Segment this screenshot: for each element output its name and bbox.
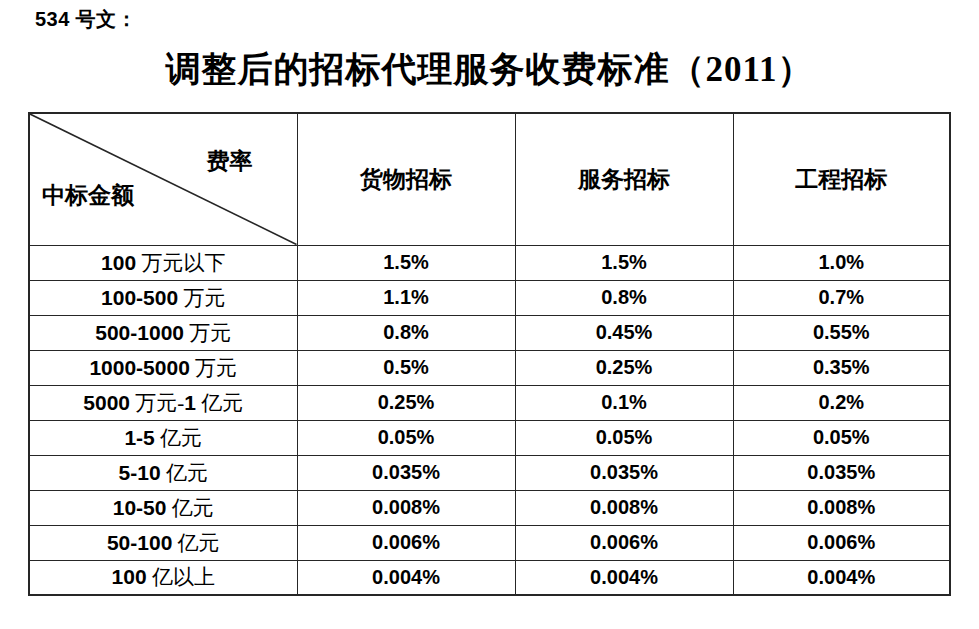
rate-value-cell: 0.8% (515, 280, 733, 315)
table-row: 1000-5000 万元0.5%0.25%0.35% (29, 350, 950, 385)
rate-value-cell: 1.5% (297, 245, 515, 280)
table-row: 5-10 亿元0.035%0.035%0.035% (29, 455, 950, 490)
rate-value-cell: 0.035% (515, 455, 733, 490)
amount-range-cell: 5-10 亿元 (29, 455, 297, 490)
document-page: 534 号文： 调整后的招标代理服务收费标准（2011） 费率 中标金额 货物招… (0, 0, 979, 629)
rate-value-cell: 0.05% (515, 420, 733, 455)
rate-value-cell: 0.006% (515, 525, 733, 560)
rate-value-cell: 0.1% (515, 385, 733, 420)
rate-value-cell: 0.8% (297, 315, 515, 350)
amount-range-cell: 5000 万元-1 亿元 (29, 385, 297, 420)
latin-text-run: 50-100 (107, 531, 172, 554)
rate-value-cell: 0.008% (297, 490, 515, 525)
table-row: 500-1000 万元0.8%0.45%0.55% (29, 315, 950, 350)
rate-value-cell: 0.006% (297, 525, 515, 560)
rate-value-cell: 1.1% (297, 280, 515, 315)
amount-range-cell: 1-5 亿元 (29, 420, 297, 455)
latin-text-run: 534 (35, 8, 70, 30)
rate-value-cell: 0.45% (515, 315, 733, 350)
amount-range-cell: 100 亿以上 (29, 560, 297, 595)
column-header-engineering-bidding: 工程招标 (733, 113, 950, 245)
rate-value-cell: 0.006% (733, 525, 950, 560)
table-row: 100 亿以上0.004%0.004%0.004% (29, 560, 950, 595)
rate-value-cell: 0.05% (297, 420, 515, 455)
rate-value-cell: 0.008% (515, 490, 733, 525)
page-title: 调整后的招标代理服务收费标准（2011） (0, 46, 979, 93)
table-row: 10-50 亿元0.008%0.008%0.008% (29, 490, 950, 525)
amount-range-cell: 100 万元以下 (29, 245, 297, 280)
latin-text-run: 100 (112, 565, 147, 588)
rate-value-cell: 0.008% (733, 490, 950, 525)
rate-value-cell: 0.004% (733, 560, 950, 595)
rate-value-cell: 1.5% (515, 245, 733, 280)
latin-text-run: 1 (184, 391, 196, 414)
corner-header-cell: 费率 中标金额 (29, 113, 297, 245)
doc-number-label: 534 号文： (35, 6, 137, 33)
table-row: 100-500 万元1.1%0.8%0.7% (29, 280, 950, 315)
fee-table-body: 100 万元以下1.5%1.5%1.0%100-500 万元1.1%0.8%0.… (29, 245, 950, 595)
corner-label-rate: 费率 (207, 146, 253, 177)
rate-value-cell: 0.25% (515, 350, 733, 385)
table-header-row: 费率 中标金额 货物招标 服务招标 工程招标 (29, 113, 950, 245)
rate-value-cell: 0.5% (297, 350, 515, 385)
rate-value-cell: 0.05% (733, 420, 950, 455)
rate-value-cell: 0.55% (733, 315, 950, 350)
corner-label-amount: 中标金额 (42, 180, 134, 211)
table-row: 100 万元以下1.5%1.5%1.0% (29, 245, 950, 280)
latin-text-run: 1-5 (124, 426, 154, 449)
table-row: 50-100 亿元0.006%0.006%0.006% (29, 525, 950, 560)
amount-range-cell: 50-100 亿元 (29, 525, 297, 560)
column-header-goods-bidding: 货物招标 (297, 113, 515, 245)
latin-text-run: 5-10 (119, 461, 161, 484)
rate-value-cell: 0.004% (515, 560, 733, 595)
rate-value-cell: 0.035% (297, 455, 515, 490)
rate-value-cell: 1.0% (733, 245, 950, 280)
amount-range-cell: 100-500 万元 (29, 280, 297, 315)
table-row: 5000 万元-1 亿元0.25%0.1%0.2% (29, 385, 950, 420)
rate-value-cell: 0.004% (297, 560, 515, 595)
column-header-service-bidding: 服务招标 (515, 113, 733, 245)
amount-range-cell: 1000-5000 万元 (29, 350, 297, 385)
fee-table: 费率 中标金额 货物招标 服务招标 工程招标 100 万元以下1.5%1.5%1… (28, 112, 951, 596)
latin-text-run: 100 (101, 251, 136, 274)
amount-range-cell: 10-50 亿元 (29, 490, 297, 525)
rate-value-cell: 0.7% (733, 280, 950, 315)
amount-range-cell: 500-1000 万元 (29, 315, 297, 350)
latin-text-run: 500-1000 (95, 321, 184, 344)
rate-value-cell: 0.035% (733, 455, 950, 490)
table-row: 1-5 亿元0.05%0.05%0.05% (29, 420, 950, 455)
latin-text-run: 1000-5000 (89, 356, 189, 379)
latin-text-run: 10-50 (113, 496, 167, 519)
latin-text-run: 5000 (83, 391, 130, 414)
rate-value-cell: 0.2% (733, 385, 950, 420)
latin-text-run: 100-500 (101, 286, 178, 309)
rate-value-cell: 0.25% (297, 385, 515, 420)
rate-value-cell: 0.35% (733, 350, 950, 385)
